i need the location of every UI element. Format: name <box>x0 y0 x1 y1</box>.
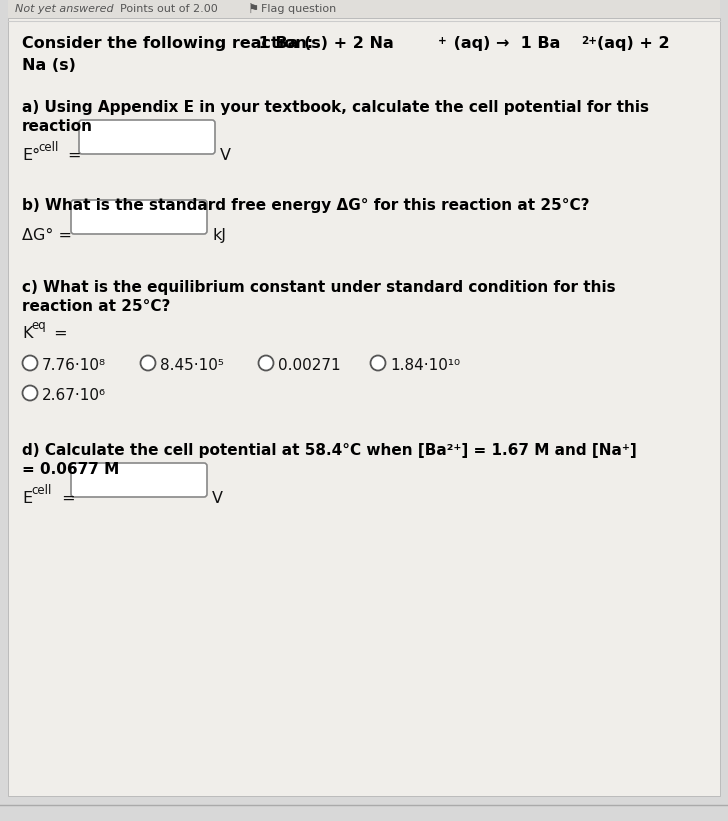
Text: Flag question: Flag question <box>261 4 336 14</box>
Text: 8.45·10⁵: 8.45·10⁵ <box>160 358 224 373</box>
Circle shape <box>23 386 38 401</box>
Text: V: V <box>212 491 223 506</box>
Text: eq: eq <box>31 319 46 332</box>
Text: Na (s): Na (s) <box>22 58 76 73</box>
Text: Not yet answered: Not yet answered <box>15 4 114 14</box>
Text: cell: cell <box>38 141 58 154</box>
Text: V: V <box>220 148 231 163</box>
FancyBboxPatch shape <box>71 463 207 497</box>
FancyBboxPatch shape <box>71 200 207 234</box>
FancyBboxPatch shape <box>8 0 720 18</box>
Text: =: = <box>57 491 76 506</box>
Text: c) What is the equilibrium constant under standard condition for this: c) What is the equilibrium constant unde… <box>22 280 616 295</box>
Text: 7.76·10⁸: 7.76·10⁸ <box>42 358 106 373</box>
Circle shape <box>258 355 274 370</box>
FancyBboxPatch shape <box>79 120 215 154</box>
Text: d) Calculate the cell potential at 58.4°C when [Ba²⁺] = 1.67 M and [Na⁺]: d) Calculate the cell potential at 58.4°… <box>22 443 637 458</box>
Text: 1 Ba (s) + 2 Na: 1 Ba (s) + 2 Na <box>253 36 394 51</box>
Text: Points out of 2.00: Points out of 2.00 <box>120 4 218 14</box>
Text: 2+: 2+ <box>581 36 597 46</box>
Circle shape <box>23 355 38 370</box>
Text: ΔG° =: ΔG° = <box>22 228 72 243</box>
FancyBboxPatch shape <box>8 18 720 796</box>
Text: K: K <box>22 326 33 341</box>
Text: reaction at 25°C?: reaction at 25°C? <box>22 299 170 314</box>
Text: Consider the following reaction:: Consider the following reaction: <box>22 36 313 51</box>
Text: (aq) →  1 Ba: (aq) → 1 Ba <box>448 36 561 51</box>
Text: =: = <box>67 148 81 163</box>
Text: =: = <box>49 326 68 341</box>
Text: ⚑: ⚑ <box>248 2 259 16</box>
Text: cell: cell <box>31 484 52 497</box>
Text: reaction: reaction <box>22 119 93 134</box>
Text: E°: E° <box>22 148 40 163</box>
Text: E: E <box>22 491 32 506</box>
Text: b) What is the standard free energy ΔG° for this reaction at 25°C?: b) What is the standard free energy ΔG° … <box>22 198 590 213</box>
Text: 0.00271: 0.00271 <box>278 358 341 373</box>
Circle shape <box>371 355 386 370</box>
Circle shape <box>141 355 156 370</box>
Text: = 0.0677 M: = 0.0677 M <box>22 462 119 477</box>
Text: (aq) + 2: (aq) + 2 <box>597 36 670 51</box>
Text: 2.67·10⁶: 2.67·10⁶ <box>42 388 106 403</box>
Text: kJ: kJ <box>212 228 226 243</box>
Text: +: + <box>438 36 447 46</box>
Text: 1.84·10¹⁰: 1.84·10¹⁰ <box>390 358 460 373</box>
Text: a) Using Appendix E in your textbook, calculate the cell potential for this: a) Using Appendix E in your textbook, ca… <box>22 100 649 115</box>
